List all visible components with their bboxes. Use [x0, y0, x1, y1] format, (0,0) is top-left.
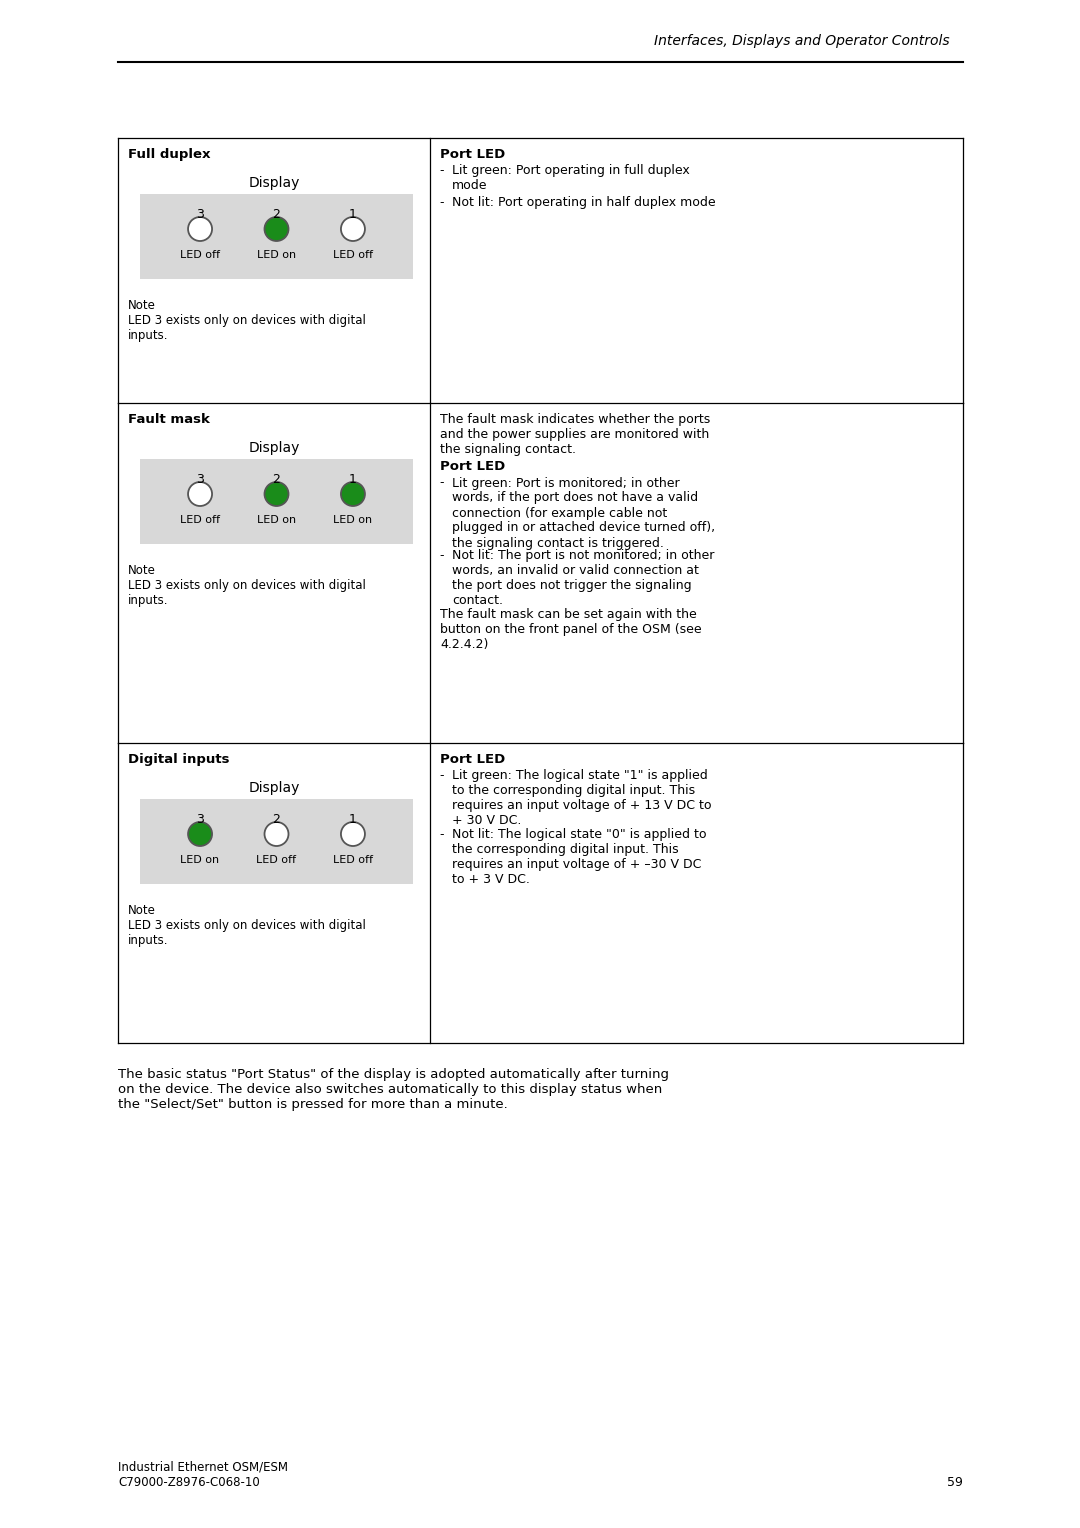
Circle shape [188, 217, 212, 241]
Circle shape [341, 481, 365, 506]
Text: C79000-Z8976-C068-10: C79000-Z8976-C068-10 [118, 1476, 260, 1488]
Text: 1: 1 [349, 208, 356, 222]
Text: 1: 1 [349, 813, 356, 827]
Text: Lit green: Port is monitored; in other
words, if the port does not have a valid
: Lit green: Port is monitored; in other w… [453, 477, 715, 550]
Text: -: - [440, 828, 448, 840]
Text: LED on: LED on [257, 515, 296, 526]
Text: Note
LED 3 exists only on devices with digital
inputs.: Note LED 3 exists only on devices with d… [129, 905, 366, 947]
Text: LED off: LED off [180, 515, 220, 526]
Text: Interfaces, Displays and Operator Controls: Interfaces, Displays and Operator Contro… [654, 34, 950, 47]
Text: Lit green: Port operating in full duplex
mode: Lit green: Port operating in full duplex… [453, 163, 690, 193]
Text: Fault mask: Fault mask [129, 413, 210, 426]
Circle shape [341, 822, 365, 847]
Text: LED on: LED on [180, 856, 219, 865]
Text: LED off: LED off [180, 251, 220, 260]
Text: Note
LED 3 exists only on devices with digital
inputs.: Note LED 3 exists only on devices with d… [129, 299, 366, 342]
Text: -: - [440, 549, 448, 562]
Text: Not lit: Port operating in half duplex mode: Not lit: Port operating in half duplex m… [453, 196, 716, 209]
FancyBboxPatch shape [140, 458, 413, 544]
Text: The fault mask indicates whether the ports
and the power supplies are monitored : The fault mask indicates whether the por… [440, 413, 711, 455]
Text: 2: 2 [272, 813, 281, 827]
Text: LED off: LED off [333, 251, 373, 260]
Text: 3: 3 [197, 208, 204, 222]
Text: LED off: LED off [257, 856, 297, 865]
Circle shape [188, 822, 212, 847]
Text: Display: Display [248, 176, 299, 189]
Text: Port LED: Port LED [440, 460, 505, 474]
Text: 2: 2 [272, 208, 281, 222]
Text: Not lit: The port is not monitored; in other
words, an invalid or valid connecti: Not lit: The port is not monitored; in o… [453, 549, 714, 607]
Text: Industrial Ethernet OSM/ESM: Industrial Ethernet OSM/ESM [118, 1459, 288, 1473]
Text: Lit green: The logical state "1" is applied
to the corresponding digital input. : Lit green: The logical state "1" is appl… [453, 769, 712, 827]
Text: Full duplex: Full duplex [129, 148, 211, 160]
Text: LED on: LED on [257, 251, 296, 260]
Text: Display: Display [248, 781, 299, 795]
Circle shape [341, 217, 365, 241]
Text: The basic status "Port Status" of the display is adopted automatically after tur: The basic status "Port Status" of the di… [118, 1068, 669, 1111]
Text: Port LED: Port LED [440, 148, 505, 160]
FancyBboxPatch shape [140, 194, 413, 280]
Text: LED on: LED on [334, 515, 373, 526]
Text: 1: 1 [349, 474, 356, 486]
Text: -: - [440, 163, 448, 177]
Text: 3: 3 [197, 474, 204, 486]
Text: Note
LED 3 exists only on devices with digital
inputs.: Note LED 3 exists only on devices with d… [129, 564, 366, 607]
Circle shape [188, 481, 212, 506]
Text: 3: 3 [197, 813, 204, 827]
FancyBboxPatch shape [140, 799, 413, 885]
Circle shape [265, 481, 288, 506]
Text: The fault mask can be set again with the
button on the front panel of the OSM (s: The fault mask can be set again with the… [440, 608, 702, 651]
Text: Port LED: Port LED [440, 753, 505, 766]
Text: -: - [440, 196, 448, 209]
Text: Digital inputs: Digital inputs [129, 753, 229, 766]
Text: Not lit: The logical state "0" is applied to
the corresponding digital input. Th: Not lit: The logical state "0" is applie… [453, 828, 706, 886]
Text: -: - [440, 769, 448, 782]
Text: Display: Display [248, 442, 299, 455]
Circle shape [265, 822, 288, 847]
Circle shape [265, 217, 288, 241]
Text: 2: 2 [272, 474, 281, 486]
Text: -: - [440, 477, 448, 489]
Text: LED off: LED off [333, 856, 373, 865]
Text: 59: 59 [947, 1476, 963, 1488]
